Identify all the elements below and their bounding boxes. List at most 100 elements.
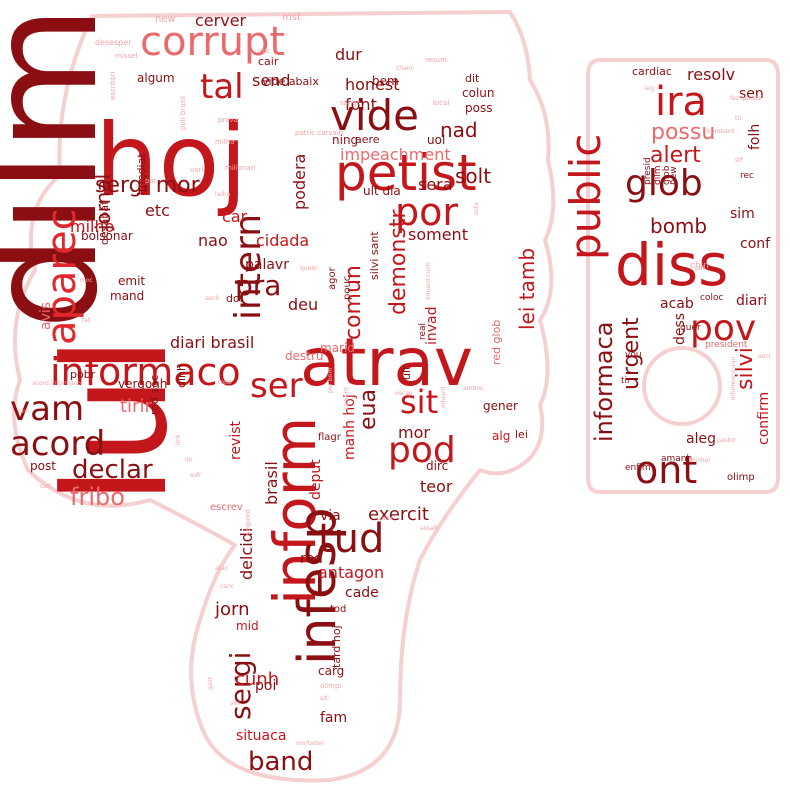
hand-word-lei-tamb: lei tamb	[515, 248, 539, 330]
hand-word-mortadel: mortadel	[296, 740, 324, 747]
hand-word-colun: colun	[462, 86, 494, 100]
hand-word-cair: cair	[258, 55, 279, 68]
hand-word-silvi-sant: silvi sant	[368, 231, 381, 280]
hand-word-cunh: cunh	[235, 669, 279, 690]
cuff-word-stf: stf	[735, 157, 743, 164]
cuff-word-aeci: aeci	[758, 353, 771, 360]
hand-word-olimpi: olimpi	[320, 682, 341, 690]
hand-word-tod: tod	[330, 604, 346, 615]
hand-word-uol: uol	[427, 133, 445, 147]
hand-word-fat: fat	[82, 317, 91, 324]
hand-word-siti: siti	[320, 695, 329, 702]
cuff-word-aleg: aleg	[686, 431, 716, 447]
cuff-word-amanh: amanh	[661, 454, 692, 464]
hand-word-revist: revist	[228, 420, 244, 460]
hand-word-alg: alg	[492, 429, 510, 443]
cuff-word-glob: glob	[625, 163, 703, 204]
hand-word-bolsonar: bolsonar	[81, 229, 133, 243]
hand-word-sofr: sofr	[190, 472, 202, 479]
cuff-word-urgent: urgent	[619, 317, 644, 390]
hand-word-cidada: cidada	[256, 231, 309, 250]
hand-word-etc: etc	[145, 201, 170, 220]
hand-word-mst: mst	[282, 12, 301, 23]
hand-word-ver: ver	[230, 700, 240, 707]
hand-word-por: por	[395, 190, 458, 234]
hand-word-aparec: aparec	[39, 208, 85, 345]
hand-word-escrev: escrev	[210, 502, 243, 513]
cuff-word-diari: diari	[736, 293, 767, 309]
hand-word-desabaf: desabaf	[98, 200, 111, 245]
hand-word-post: post	[30, 459, 56, 473]
hand-word-prova: prova	[218, 116, 238, 124]
cuff-word-informaca: informaca	[590, 322, 618, 442]
hand-word-desesper: desesper	[95, 38, 132, 47]
hand-word-atac: atac	[215, 565, 228, 572]
hand-word-podera: podera	[290, 154, 309, 210]
hand-word-escritori: escritori	[109, 71, 117, 100]
hand-word-comun: comun	[341, 265, 366, 340]
hand-word-demonstr: demonstr	[386, 209, 411, 315]
hand-word-car: car	[222, 207, 248, 226]
cuff-word-tir: tir	[621, 376, 631, 386]
hand-word-dol: dol	[226, 292, 243, 305]
hand-word-deput: deput	[308, 459, 324, 500]
hand-word-infesp: infesp	[288, 507, 348, 665]
hand-word-local: local	[433, 99, 449, 107]
hand-word-resum: resum	[425, 56, 447, 64]
cuff-outline	[586, 58, 780, 494]
cuff-word-president: president	[705, 340, 748, 350]
cuff-word-bombard: bombard	[707, 128, 734, 135]
hand-word-seguint: seguint	[244, 509, 252, 535]
cuff-word-enfim: enfim	[625, 463, 651, 473]
hand-word-pobr: pobr	[70, 368, 96, 381]
hand-word-nao: nao	[198, 231, 228, 250]
hand-word-dit: dit	[465, 72, 480, 85]
cuff-word-cardiac: cardiac	[632, 65, 672, 78]
hand-word-deu: deu	[288, 295, 318, 314]
hand-word-via: via	[320, 508, 341, 524]
hand-word-vari: vari	[190, 166, 203, 174]
cuff-word-vou: vou	[625, 350, 642, 360]
hand-word-mid: mid	[236, 619, 259, 633]
hand-word-ladra: ladra	[215, 191, 231, 198]
hand-word-assalt: assalt	[420, 525, 438, 532]
hand-word-missel: missel	[115, 52, 137, 60]
hand-word-pod: pod	[388, 430, 456, 471]
hand-word-intern: intern	[228, 214, 269, 320]
hand-word-manh-hoj: manh hoj	[342, 394, 358, 460]
cuff-word-new: new	[669, 166, 679, 185]
cuff-word-glob: glob	[662, 165, 672, 185]
cuff-word-coloc: coloc	[700, 293, 723, 303]
thumbs-down-outline	[12, 10, 556, 783]
hand-word-acord-informaco: acord informaco	[32, 380, 81, 387]
hand-word-teor: teor	[420, 477, 453, 496]
hand-word-tard-hoj: tard hoj	[330, 625, 343, 668]
cuff-word-sim: sim	[730, 206, 755, 222]
hand-word-vide-abaix: vide abaix	[262, 75, 319, 88]
cuff-word-tri: tri	[735, 115, 742, 122]
cuff-word-bomb: bomb	[650, 214, 707, 238]
hand-word-par: par	[145, 177, 157, 185]
hand-word-ser: ser	[250, 366, 303, 406]
cuff-button-outline	[642, 346, 722, 426]
hand-word-qu: qu	[185, 456, 193, 463]
hand-word-eduard: eduard	[440, 387, 447, 408]
hand-word-brasil: brasil	[262, 461, 281, 505]
hand-word-tal: tal	[200, 67, 244, 107]
cuff-word-pov: pov	[690, 308, 756, 349]
hand-word-red-glob: red glob	[490, 320, 503, 365]
cuff-word-acab: acab	[660, 296, 694, 312]
cuff-word-possu: possu	[651, 120, 715, 145]
hand-word-nad: nad	[440, 118, 478, 142]
cuff-word-fez-questa: fez questa	[730, 95, 762, 102]
hand-word-soment: soment	[408, 225, 468, 244]
hand-word-situaca: situaca	[236, 728, 286, 744]
hand-word-lei: lei	[515, 428, 528, 441]
hand-word-flagr: flagr	[318, 432, 342, 443]
hand-word-font: font	[345, 95, 377, 114]
hand-word-antagon: antagon	[318, 563, 384, 582]
hand-word-destru: destru	[285, 349, 324, 363]
hand-word-cade: cade	[345, 585, 379, 601]
hand-word-quebr: quebr	[300, 265, 318, 272]
